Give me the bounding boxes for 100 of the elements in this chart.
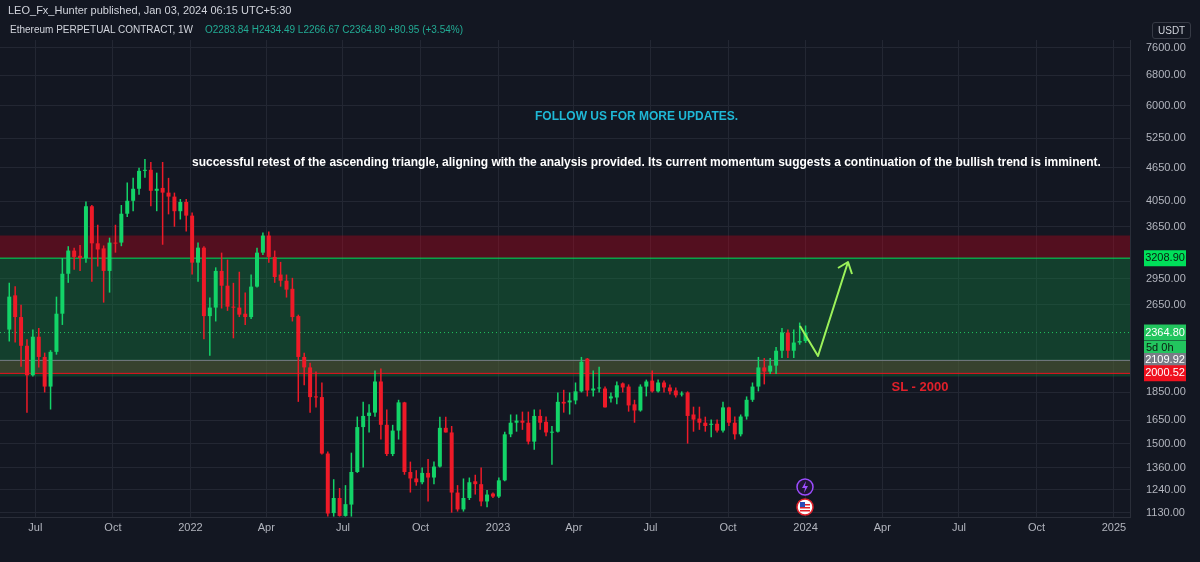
y-tick-label: 4050.00 bbox=[1146, 194, 1186, 207]
candlestick bbox=[738, 413, 743, 438]
x-tick-label: Jul bbox=[643, 520, 658, 533]
candlestick bbox=[567, 391, 572, 416]
candlestick bbox=[131, 177, 136, 212]
ref-line-label: 2000.52 bbox=[1145, 366, 1185, 379]
x-tick-label: Jul bbox=[335, 520, 350, 533]
y-tick-label: 1240.00 bbox=[1146, 483, 1186, 496]
candlestick bbox=[178, 198, 183, 221]
candlestick bbox=[797, 321, 802, 346]
text: 5d 0h bbox=[1144, 341, 1186, 353]
candlestick bbox=[520, 410, 525, 431]
x-tick-label: Apr bbox=[565, 520, 583, 533]
y-tick-label: 6000.00 bbox=[1146, 98, 1186, 111]
candlestick bbox=[272, 249, 277, 284]
candlestick bbox=[791, 328, 796, 359]
candlestick bbox=[467, 476, 472, 501]
x-tick-label: Oct bbox=[1027, 520, 1046, 533]
y-tick-label: 2650.00 bbox=[1146, 297, 1186, 310]
candlestick bbox=[172, 191, 177, 228]
candlestick bbox=[756, 356, 761, 393]
y-tick-label: 1130.00 bbox=[1146, 505, 1185, 518]
candlestick bbox=[479, 466, 484, 508]
y-tick-label: 2950.00 bbox=[1146, 271, 1186, 284]
candlestick bbox=[72, 246, 77, 271]
candlestick bbox=[196, 241, 201, 283]
candlestick bbox=[142, 158, 147, 179]
candlestick bbox=[231, 282, 236, 340]
candlestick bbox=[785, 328, 790, 359]
candlestick bbox=[260, 231, 265, 256]
candlestick bbox=[614, 380, 619, 406]
y-tick-label: 6800.00 bbox=[1146, 68, 1186, 81]
candlestick bbox=[426, 458, 431, 503]
y-tick-label: 3650.00 bbox=[1146, 219, 1186, 232]
candlestick bbox=[237, 270, 242, 318]
candlestick bbox=[496, 476, 501, 499]
candlestick bbox=[721, 401, 725, 434]
candlestick bbox=[337, 487, 342, 517]
candlestick bbox=[597, 366, 602, 394]
candlestick bbox=[626, 383, 631, 413]
candlestick bbox=[160, 161, 165, 246]
candlestick bbox=[101, 244, 106, 304]
candlestick bbox=[154, 171, 159, 212]
y-tick-label: 4650.00 bbox=[1146, 160, 1186, 173]
candlestick bbox=[390, 424, 395, 457]
annotation: FOLLOW US FOR MORE UPDATES. bbox=[535, 109, 739, 123]
candlestick bbox=[750, 381, 755, 403]
candlestick bbox=[113, 223, 118, 254]
ref-line-label: 2109.92 bbox=[1145, 353, 1185, 366]
candlestick bbox=[278, 261, 283, 288]
candlestick bbox=[638, 383, 643, 413]
candlestick bbox=[732, 415, 737, 441]
candlestick bbox=[36, 327, 41, 369]
candlestick bbox=[455, 484, 460, 513]
candlestick bbox=[166, 177, 171, 216]
candlestick bbox=[13, 285, 18, 344]
candlestick bbox=[573, 381, 578, 406]
candlestick bbox=[779, 327, 784, 359]
candlestick bbox=[95, 223, 100, 268]
candlestick bbox=[367, 403, 372, 434]
ref-line-label: 3208.90 bbox=[1145, 251, 1185, 264]
y-tick-label: 1360.00 bbox=[1146, 460, 1186, 473]
candlestick bbox=[361, 401, 366, 469]
candlestick bbox=[431, 460, 436, 485]
candlestick bbox=[225, 258, 230, 312]
candlestick bbox=[473, 474, 478, 496]
x-tick-label: Oct bbox=[104, 520, 122, 533]
candlestick bbox=[538, 408, 543, 431]
y-tick-label: 7600.00 bbox=[1146, 40, 1186, 53]
y-tick-label: 1500.00 bbox=[1146, 436, 1186, 449]
candlestick bbox=[137, 166, 142, 196]
chart-title: Ethereum PERPETUAL CONTRACT, 1W bbox=[10, 24, 194, 35]
candlestick bbox=[207, 296, 212, 357]
candlestick bbox=[66, 245, 71, 284]
candlestick bbox=[774, 346, 779, 375]
x-tick-label: 2022 bbox=[178, 520, 203, 533]
x-tick-label: Jul bbox=[951, 520, 966, 533]
candlestick bbox=[544, 415, 549, 438]
candlestick bbox=[125, 181, 130, 218]
candlestick bbox=[331, 478, 336, 517]
ref-line-label: 2364.80 bbox=[1145, 325, 1185, 338]
band-label: SL - 2000 bbox=[891, 379, 949, 395]
candlestick bbox=[148, 161, 153, 207]
candlestick bbox=[408, 460, 413, 494]
candlestick bbox=[526, 410, 531, 446]
x-tick-label: Apr bbox=[257, 520, 276, 533]
candlestick bbox=[243, 291, 248, 326]
y-tick-label: 5250.00 bbox=[1146, 131, 1186, 144]
candlestick bbox=[343, 484, 348, 517]
x-tick-label: Jul bbox=[28, 520, 43, 533]
x-tick-label: Apr bbox=[873, 520, 892, 533]
candlestick bbox=[549, 425, 554, 466]
text: LEO_Fx_Hunter published, Jan 03, 2024 06:15 UTC+5:30 bbox=[8, 4, 292, 16]
y-tick-label: 1650.00 bbox=[1146, 413, 1186, 426]
y-axis-title: USDT bbox=[1152, 22, 1192, 39]
x-tick-label: Oct bbox=[411, 520, 430, 533]
candlestick bbox=[744, 395, 749, 421]
x-tick-label: 2024 bbox=[793, 520, 818, 533]
candlestick bbox=[461, 477, 466, 513]
candlestick bbox=[184, 198, 189, 233]
